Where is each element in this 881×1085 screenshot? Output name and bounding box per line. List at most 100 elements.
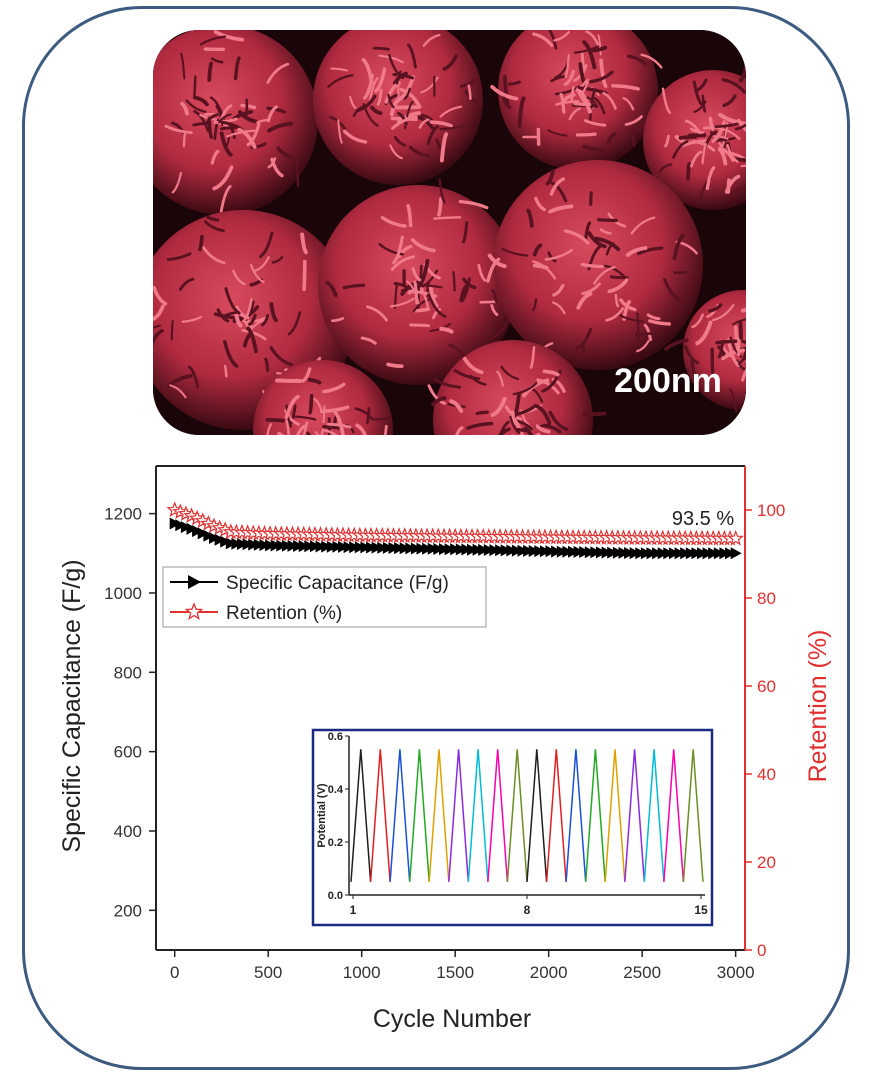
nanosheet: [261, 314, 270, 327]
nanosheet: [349, 96, 357, 109]
nanosheet: [563, 229, 590, 245]
nanosheet: [306, 431, 312, 435]
capacitance-point: [568, 545, 579, 558]
nanosheet: [366, 305, 388, 322]
y-tick-label-left: 800: [114, 663, 142, 682]
nanosheet: [664, 338, 689, 351]
nanosheet: [153, 328, 164, 347]
nanosheet: [267, 157, 277, 169]
capacitance-point: [489, 544, 501, 557]
nanosheet: [738, 320, 743, 340]
nanosheet: [582, 144, 606, 152]
nanosheet: [536, 378, 560, 395]
nanosheet: [605, 307, 624, 322]
nanosheet: [619, 298, 637, 312]
nanosheet: [715, 339, 738, 345]
nanosheet: [658, 163, 673, 173]
nanosheet: [354, 407, 374, 420]
nanosheet: [575, 88, 592, 114]
nanosheet: [352, 105, 365, 117]
nanosheet: [705, 166, 716, 191]
nanosheet: [170, 320, 174, 341]
capacitance-point: [276, 539, 288, 552]
nanosheet: [429, 120, 453, 128]
annotation-retention: 93.5 %: [672, 508, 734, 530]
nanosheet: [508, 414, 524, 435]
nanosheet: [490, 396, 507, 417]
nanosheet: [342, 129, 368, 144]
nanosheet: [597, 34, 602, 56]
nanosheet: [580, 51, 585, 74]
x-tick-label: 500: [254, 963, 282, 982]
nanosheet: [202, 246, 226, 265]
nanosheet: [241, 329, 267, 341]
capacitance-point: [652, 547, 664, 560]
capacitance-point: [584, 546, 596, 559]
inset-x-tick-label: 1: [350, 903, 357, 917]
capacitance-point: [304, 540, 316, 553]
nanosheet: [314, 431, 320, 435]
nanosheet: [580, 262, 604, 269]
capacitance-point: [265, 539, 277, 552]
nanosheet: [542, 423, 562, 434]
nanosheet: [240, 103, 257, 110]
nanosheet: [397, 111, 408, 126]
nanosheet: [431, 396, 447, 407]
capacitance-point: [366, 541, 377, 554]
nanosheet: [169, 384, 187, 399]
nanosheet: [409, 323, 430, 328]
nanosheet: [741, 368, 746, 382]
capacitance-point: [203, 529, 215, 542]
capacitance-point: [725, 547, 736, 560]
nanosheet: [264, 357, 270, 372]
nanosheet: [625, 246, 648, 257]
nanosheet: [432, 307, 442, 320]
inset-gcd-cycle: [643, 749, 665, 882]
capacitance-point: [422, 542, 434, 555]
nanosheet: [413, 307, 431, 313]
nanosheet: [570, 86, 575, 102]
capacitance-point: [495, 544, 507, 557]
x-tick-label: 1500: [436, 963, 474, 982]
capacitance-point: [640, 547, 652, 560]
capacitance-point: [612, 546, 624, 559]
inset-gcd-cycle: [408, 749, 430, 882]
nanosheet: [717, 340, 724, 359]
capacitance-point: [483, 544, 495, 556]
nanosheet: [738, 62, 746, 83]
nanosheet: [722, 94, 737, 108]
nanosheet: [219, 185, 232, 213]
capacitance-point: [433, 543, 445, 555]
nanosheet: [466, 421, 494, 430]
capacitance-point: [270, 539, 282, 552]
nanosheet: [207, 61, 213, 82]
capacitance-point: [281, 539, 293, 552]
nanosheet: [294, 415, 317, 421]
nanosheet: [547, 129, 568, 137]
nanosheet: [694, 78, 708, 93]
nanosheet: [548, 204, 574, 214]
capacitance-point: [399, 542, 411, 555]
nanosheet: [376, 88, 383, 106]
nanosheet: [389, 98, 401, 117]
nanosheet: [311, 397, 323, 411]
capacitance-point: [287, 539, 299, 552]
y-tick-label-right: 0: [757, 941, 766, 960]
nanosheet: [337, 119, 343, 144]
nanosheet: [418, 118, 430, 129]
capacitance-point: [169, 517, 181, 530]
capacitance-point: [371, 541, 383, 554]
capacitance-point: [528, 545, 540, 557]
nanosheet: [372, 46, 390, 51]
capacitance-point: [343, 541, 355, 554]
nanosheet: [741, 339, 746, 345]
nanosheet: [544, 248, 574, 261]
nanosheet: [438, 178, 446, 204]
nanosheet: [559, 92, 566, 114]
nanosheet: [724, 174, 741, 194]
nanosheet: [708, 303, 723, 313]
nanosheet: [462, 277, 477, 290]
legend-retention-marker: [184, 602, 204, 620]
capacitance-point: [618, 546, 630, 559]
nanosheet: [254, 256, 270, 272]
